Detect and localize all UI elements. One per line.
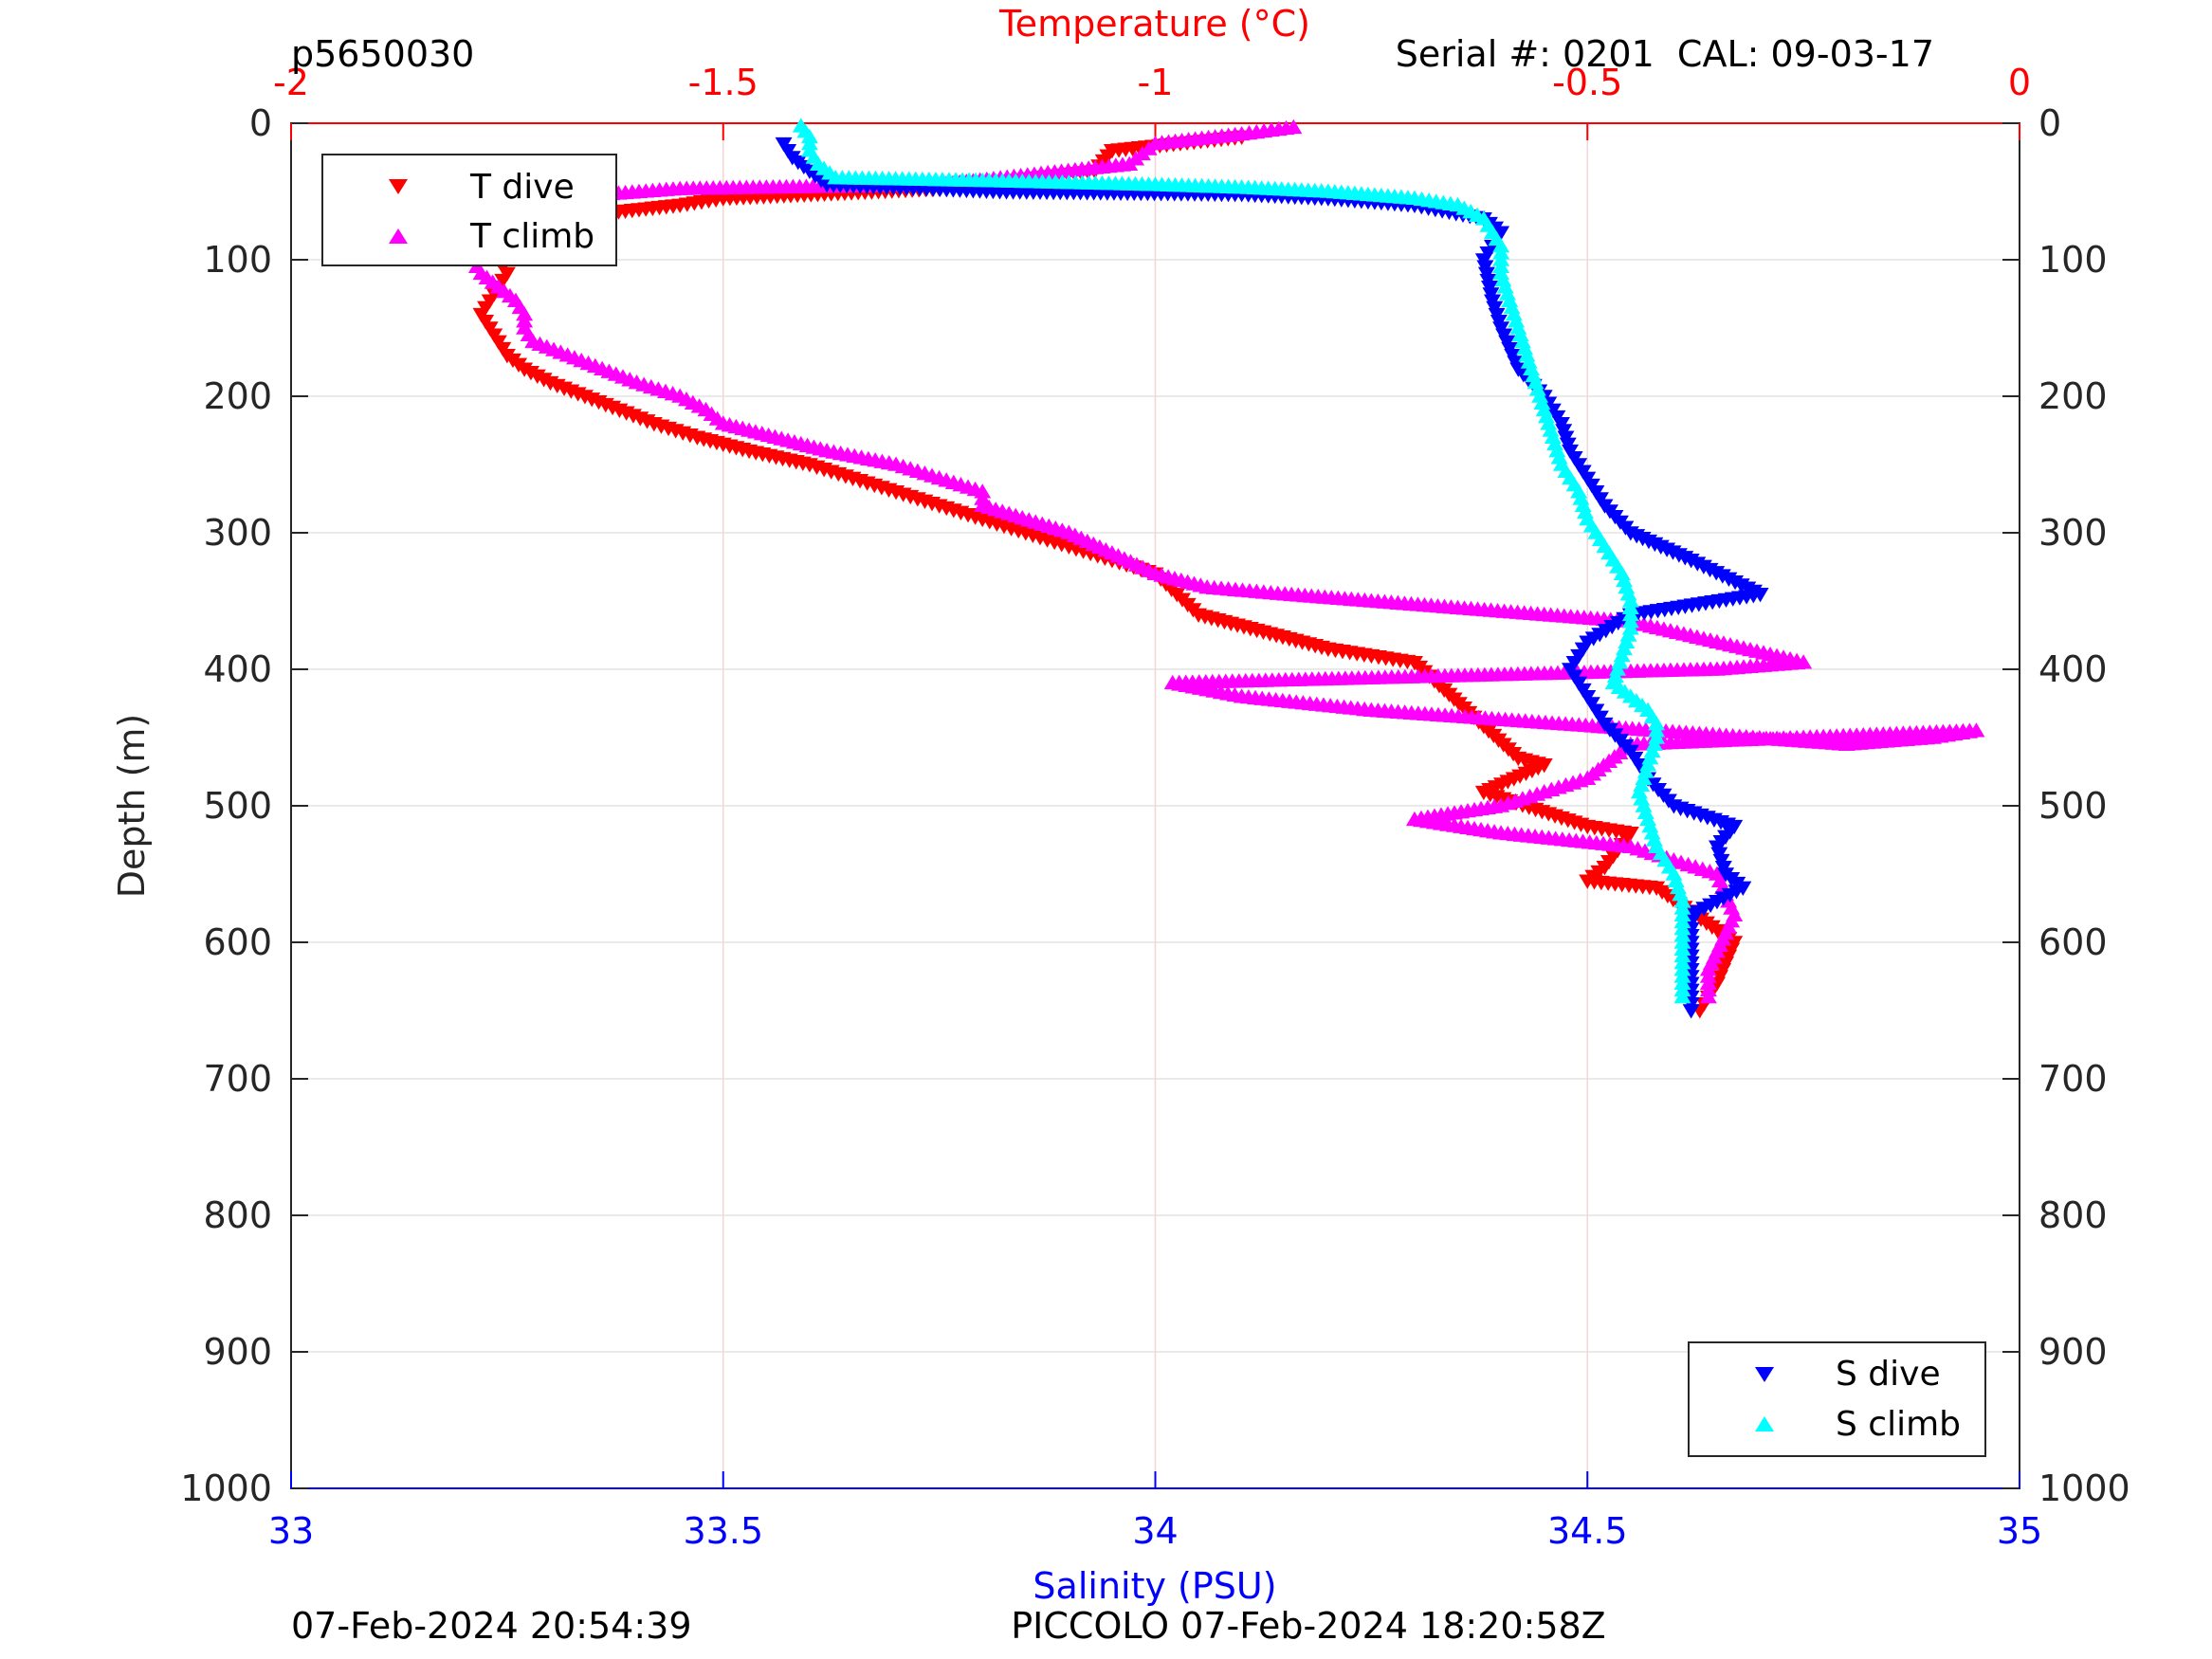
tick-label-depth-left: 800: [203, 1194, 272, 1236]
tick-label-salinity: 33.5: [683, 1510, 763, 1552]
header-right-serial: Serial #: 0201 CAL: 09-03-17: [1396, 33, 1934, 75]
tick-label-temperature: 0: [2008, 62, 2031, 103]
tick-label-depth-left: 300: [203, 512, 272, 554]
depth-axis-title: Depth (m): [111, 714, 153, 899]
salinity-axis-title: Salinity (PSU): [1033, 1565, 1276, 1607]
legend-temperature-box: [321, 154, 617, 266]
legend-s-dive-marker: [1755, 1367, 1774, 1382]
tick-label-depth-right: 1000: [2038, 1468, 2130, 1509]
legend-s-dive-label: S dive: [1836, 1355, 1941, 1394]
tick-label-depth-right: 100: [2038, 239, 2108, 281]
footer-left-timestamp: 07-Feb-2024 20:54:39: [291, 1605, 692, 1647]
tick-label-depth-right: 900: [2038, 1331, 2108, 1373]
tick-label-depth-right: 600: [2038, 921, 2108, 963]
tick-label-depth-left: 100: [203, 239, 272, 281]
legend-salinity: S dive S climb: [1688, 1341, 1986, 1457]
tick-label-salinity: 33: [268, 1510, 314, 1552]
legend-t-dive-marker: [389, 179, 408, 194]
grid: [291, 123, 2020, 1488]
legend-t-climb-marker: [389, 228, 408, 244]
tick-label-depth-right: 300: [2038, 512, 2108, 554]
tick-label-temperature: -1.5: [688, 62, 759, 103]
temperature-axis-title: Temperature (°C): [998, 3, 1310, 45]
tick-label-salinity: 35: [1997, 1510, 2042, 1552]
tick-label-temperature: -1: [1138, 62, 1174, 103]
tick-label-depth-left: 600: [203, 921, 272, 963]
data-point: [1699, 989, 1717, 1004]
tick-label-temperature: -0.5: [1552, 62, 1622, 103]
legend-temperature: T dive T climb: [321, 154, 617, 266]
series-s-climb: [792, 118, 1691, 1004]
header-left-id: p5650030: [291, 33, 474, 75]
legend-t-dive-label: T dive: [469, 168, 575, 207]
tick-label-depth-left: 900: [203, 1331, 272, 1373]
tick-label-salinity: 34: [1132, 1510, 1178, 1552]
legend-t-climb-label: T climb: [469, 217, 594, 256]
tick-label-depth-left: 500: [203, 785, 272, 827]
tick-label-depth-right: 0: [2038, 102, 2061, 144]
tick-label-salinity: 34.5: [1547, 1510, 1628, 1552]
tick-label-depth-left: 200: [203, 375, 272, 417]
footer-center-mission: PICCOLO 07-Feb-2024 18:20:58Z: [1011, 1605, 1605, 1647]
tick-label-depth-left: 700: [203, 1058, 272, 1100]
tick-label-depth-left: 0: [249, 102, 272, 144]
tick-label-depth-left: 400: [203, 648, 272, 690]
legend-s-climb-marker: [1755, 1416, 1774, 1431]
tick-label-depth-right: 200: [2038, 375, 2108, 417]
tick-label-depth-right: 800: [2038, 1194, 2108, 1236]
data-point: [1673, 989, 1691, 1004]
legend-salinity-box: [1688, 1341, 1986, 1457]
tick-label-depth-right: 400: [2038, 648, 2108, 690]
legend-s-climb-label: S climb: [1836, 1405, 1961, 1444]
tick-label-depth-left: 1000: [180, 1468, 272, 1509]
tick-label-depth-right: 700: [2038, 1058, 2108, 1100]
data-point: [1682, 1004, 1700, 1019]
tick-label-depth-right: 500: [2038, 785, 2108, 827]
tick-label-temperature: -2: [273, 62, 309, 103]
